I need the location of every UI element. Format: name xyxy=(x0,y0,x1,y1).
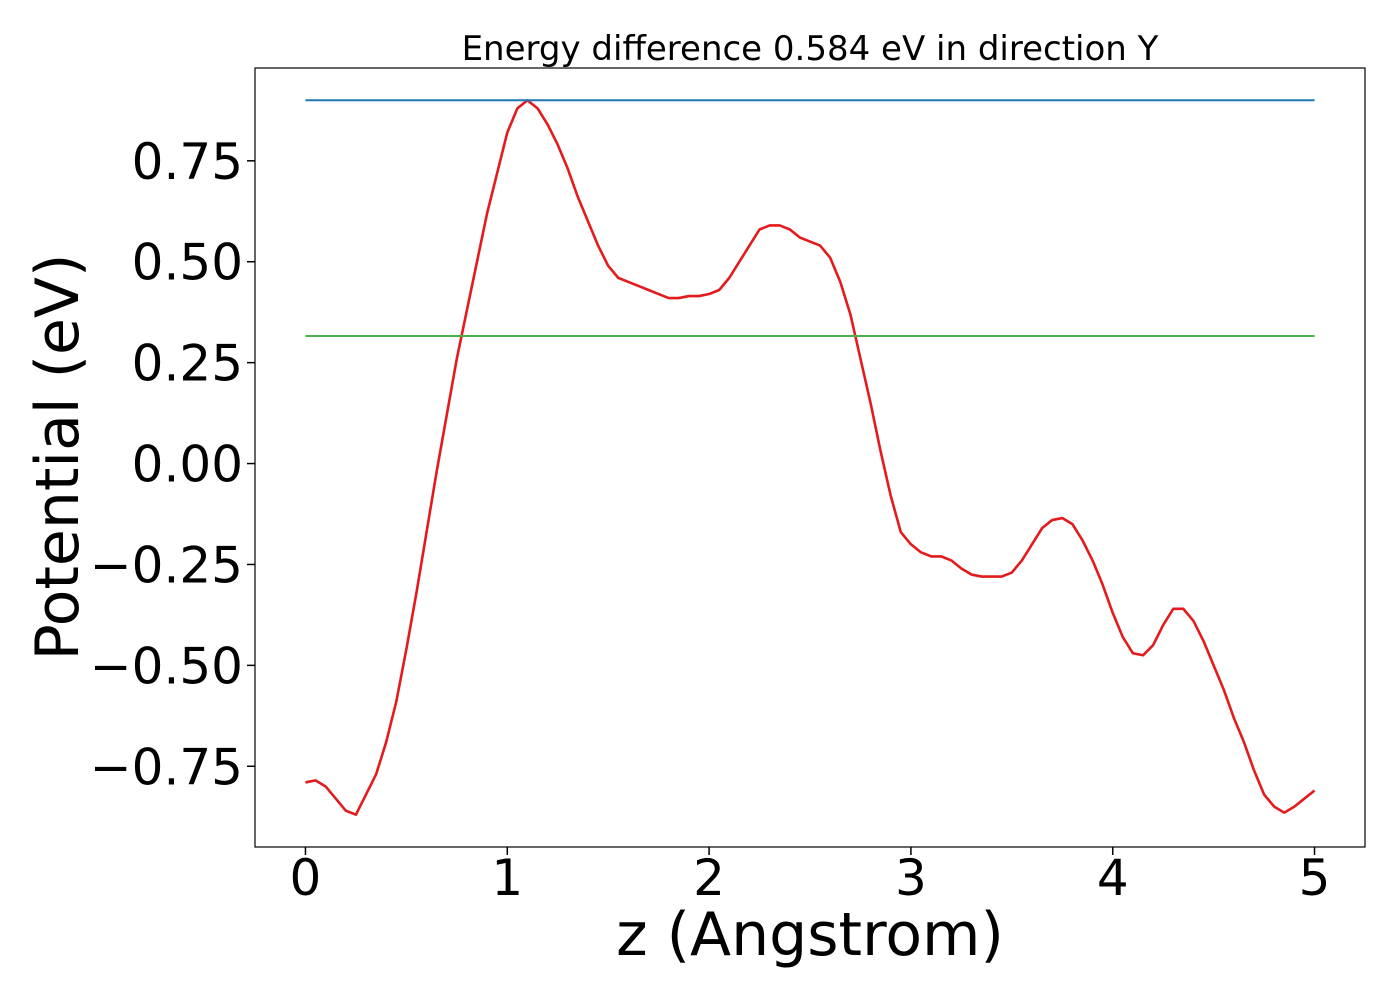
y-tick-label: 0.00 xyxy=(132,436,243,494)
y-axis: 0.75 0.50 0.25 0.00 −0.25 −0.50 −0.75 xyxy=(90,133,255,796)
x-axis: 0 1 2 3 4 5 xyxy=(290,847,1331,907)
x-tick-label: 0 xyxy=(290,849,322,907)
x-tick-label: 5 xyxy=(1299,849,1331,907)
y-tick-label: 0.50 xyxy=(132,234,243,292)
x-tick-label: 1 xyxy=(491,849,523,907)
y-tick-label: −0.75 xyxy=(90,738,243,796)
x-tick-label: 4 xyxy=(1097,849,1129,907)
y-tick-label: −0.25 xyxy=(90,536,243,594)
x-axis-label: z (Angstrom) xyxy=(616,900,1004,970)
y-tick-label: 0.25 xyxy=(132,335,243,393)
plot-area xyxy=(305,98,1316,817)
series-line-0 xyxy=(305,98,1316,817)
y-tick-label: 0.75 xyxy=(132,133,243,191)
x-tick-label: 2 xyxy=(693,849,725,907)
plot-frame xyxy=(254,67,1366,848)
chart-title: Energy difference 0.584 eV in direction … xyxy=(462,29,1159,69)
y-tick-label: −0.50 xyxy=(90,637,243,695)
x-tick-label: 3 xyxy=(895,849,927,907)
y-axis-label: Potential (eV) xyxy=(23,254,93,661)
